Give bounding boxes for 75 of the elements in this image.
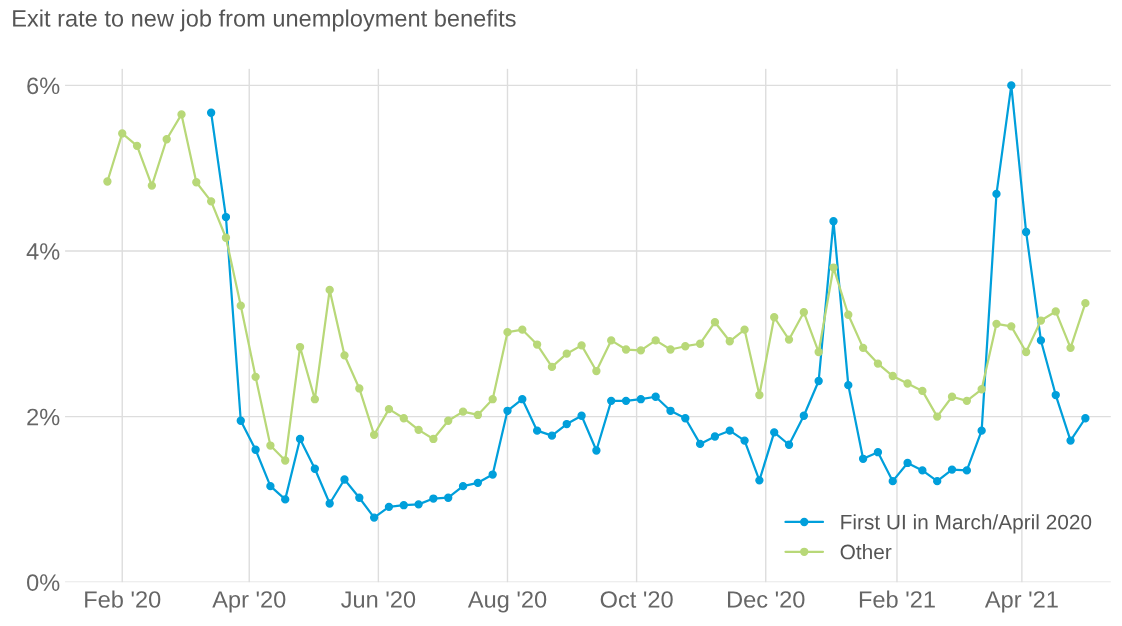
point xyxy=(770,428,779,437)
point xyxy=(414,500,423,509)
point xyxy=(636,395,646,404)
point xyxy=(621,396,631,406)
point xyxy=(799,411,809,420)
point xyxy=(1051,390,1060,400)
legend-label: Other xyxy=(840,544,892,560)
point xyxy=(1081,414,1090,423)
x-tick-label: Aug '20 xyxy=(467,591,547,613)
x-tick-label: Dec '20 xyxy=(728,591,805,608)
point xyxy=(918,466,927,475)
point xyxy=(814,376,823,386)
point xyxy=(399,501,408,510)
point xyxy=(1021,227,1031,237)
point xyxy=(858,454,868,463)
point xyxy=(340,475,349,484)
point xyxy=(725,426,734,435)
point xyxy=(458,481,468,491)
point xyxy=(666,406,675,415)
point xyxy=(1066,436,1075,445)
x-tick-label: Jun '20 xyxy=(341,591,416,608)
point xyxy=(251,445,260,454)
point xyxy=(444,493,453,502)
point xyxy=(547,431,557,440)
point xyxy=(592,446,601,455)
point xyxy=(488,470,497,479)
point xyxy=(681,414,690,423)
chart-title: Exit rate to new job from unemployment benefits xyxy=(13,9,516,32)
point xyxy=(829,217,838,226)
x-tick-label: Oct '20 xyxy=(600,591,673,608)
point xyxy=(695,439,705,449)
point xyxy=(903,458,912,468)
point xyxy=(221,212,231,222)
point xyxy=(577,411,586,420)
y-tick-label: 2% xyxy=(27,408,60,426)
point xyxy=(562,419,571,429)
x-tick-label: Apr '20 xyxy=(212,591,286,613)
point xyxy=(888,477,897,486)
point xyxy=(992,189,1001,199)
point xyxy=(755,476,764,485)
point xyxy=(1036,336,1046,345)
point xyxy=(651,392,660,401)
point xyxy=(295,434,305,444)
point xyxy=(310,464,320,473)
x-tick-label: Apr '21 xyxy=(984,591,1058,613)
point xyxy=(947,465,957,474)
point xyxy=(1007,81,1016,90)
point xyxy=(518,395,527,404)
point xyxy=(281,495,290,504)
x-tick-label: Feb '21 xyxy=(859,590,935,608)
point xyxy=(384,502,394,512)
point xyxy=(933,477,942,486)
point xyxy=(503,406,512,415)
y-tick-label: 4% xyxy=(26,243,60,260)
point xyxy=(977,426,986,435)
legend-label: First UI in March/April 2020 xyxy=(841,514,1092,534)
point xyxy=(844,380,853,390)
point xyxy=(429,494,438,503)
x-tick-label: Feb '20 xyxy=(85,590,161,608)
y-tick-label: 0% xyxy=(27,574,60,591)
point xyxy=(369,513,379,522)
point xyxy=(532,426,542,435)
point xyxy=(473,478,483,487)
point xyxy=(740,436,749,445)
point xyxy=(236,416,245,425)
point xyxy=(710,432,720,441)
point xyxy=(325,499,334,508)
point xyxy=(873,448,883,457)
point xyxy=(266,481,275,491)
point xyxy=(206,108,216,117)
point xyxy=(607,396,616,406)
point xyxy=(784,440,794,449)
point xyxy=(962,466,972,475)
y-tick-label: 6% xyxy=(27,77,60,95)
point xyxy=(355,493,364,502)
